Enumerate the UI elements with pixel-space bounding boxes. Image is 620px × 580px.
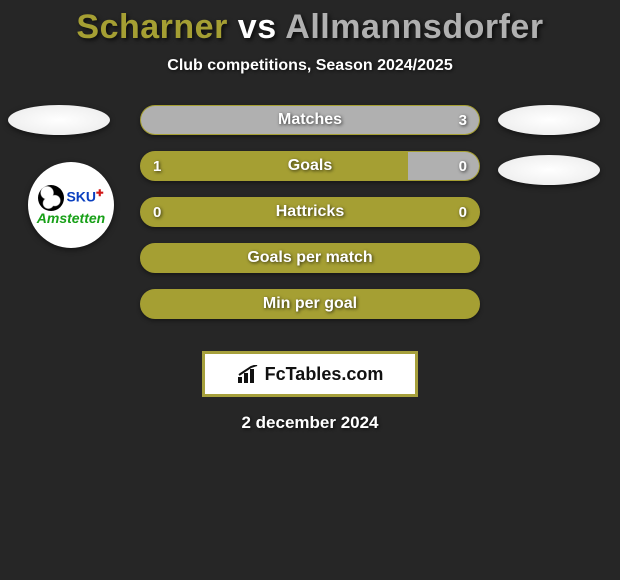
comparison-area: SKU✚ Amstetten Matches3Goals10Hattricks0… — [0, 105, 620, 345]
snapshot-date: 2 december 2024 — [0, 413, 620, 433]
stat-row: Matches3 — [140, 105, 480, 135]
vs-text: vs — [238, 8, 277, 46]
stat-value-player1: 0 — [153, 198, 161, 226]
player1-club-logo: SKU✚ Amstetten — [28, 162, 114, 248]
player2-name: Allmannsdorfer — [285, 8, 543, 46]
stat-bars: Matches3Goals10Hattricks00Goals per matc… — [140, 105, 480, 335]
stat-label: Matches — [141, 106, 479, 134]
subtitle: Club competitions, Season 2024/2025 — [0, 57, 620, 75]
stat-value-player2: 0 — [459, 152, 467, 180]
player2-badge-placeholder-1 — [498, 105, 600, 135]
stat-value-player2: 0 — [459, 198, 467, 226]
club-line2: Amstetten — [37, 211, 105, 225]
soccer-ball-icon — [38, 185, 64, 211]
club-plus: ✚ — [96, 188, 104, 198]
stat-value-player1: 1 — [153, 152, 161, 180]
bars-icon — [237, 365, 259, 383]
stat-label: Goals — [141, 152, 479, 180]
player2-badge-placeholder-2 — [498, 155, 600, 185]
player1-name: Scharner — [76, 8, 227, 46]
stat-row: Goals1 0 — [140, 151, 480, 181]
stat-row: Hattricks0 0 — [140, 197, 480, 227]
brand-text: FcTables.com — [265, 364, 384, 385]
stat-row: Goals per match — [140, 243, 480, 273]
club-line1: SKU — [66, 189, 96, 205]
brand-box: FcTables.com — [202, 351, 418, 397]
comparison-title: Scharner vs Allmannsdorfer — [0, 0, 620, 47]
player1-badge-placeholder — [8, 105, 110, 135]
stat-label: Hattricks — [141, 198, 479, 226]
club-logo-inner: SKU✚ Amstetten — [37, 185, 105, 225]
stat-value-player2: 3 — [459, 106, 467, 134]
stat-row: Min per goal — [140, 289, 480, 319]
stat-label: Goals per match — [141, 244, 479, 272]
stat-label: Min per goal — [141, 290, 479, 318]
